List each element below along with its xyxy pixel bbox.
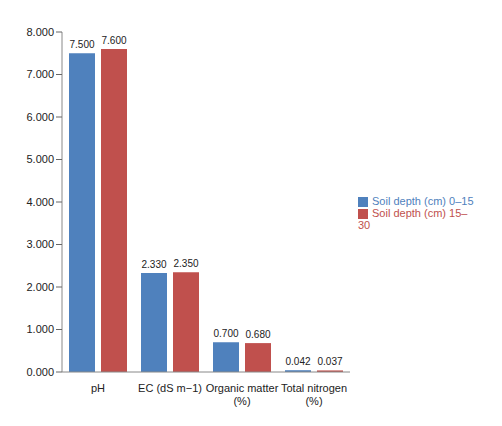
svg-text:6.000: 6.000 bbox=[26, 111, 54, 123]
svg-text:1.000: 1.000 bbox=[26, 323, 54, 335]
svg-text:7.600: 7.600 bbox=[101, 35, 126, 46]
svg-text:EC (dS m−1): EC (dS m−1) bbox=[138, 382, 202, 394]
svg-text:8.000: 8.000 bbox=[26, 26, 54, 38]
svg-text:2.350: 2.350 bbox=[173, 258, 198, 269]
svg-text:pH: pH bbox=[91, 382, 105, 394]
svg-text:7.500: 7.500 bbox=[69, 39, 94, 50]
svg-text:2.000: 2.000 bbox=[26, 281, 54, 293]
html-text:Soil depth (cm) 0–15: Soil depth (cm) 0–15 bbox=[372, 194, 474, 207]
svg-text:0.000: 0.000 bbox=[26, 366, 54, 378]
svg-text:3.000: 3.000 bbox=[26, 238, 54, 250]
svg-text:4.000: 4.000 bbox=[26, 196, 54, 208]
svg-text:Organic matter(%): Organic matter(%) bbox=[206, 382, 279, 407]
svg-text:7.000: 7.000 bbox=[26, 68, 54, 80]
svg-text:0.037: 0.037 bbox=[317, 356, 342, 367]
svg-text:0.700: 0.700 bbox=[213, 328, 238, 339]
svg-text:0.042: 0.042 bbox=[285, 356, 310, 367]
svg-text:2.330: 2.330 bbox=[141, 259, 166, 270]
svg-text:0.680: 0.680 bbox=[245, 329, 270, 340]
html-text:Soil depth (cm) 15–30: Soil depth (cm) 15–30 bbox=[358, 207, 468, 232]
svg-text:Total nitrogen(%): Total nitrogen(%) bbox=[281, 382, 347, 407]
svg-text:5.000: 5.000 bbox=[26, 153, 54, 165]
